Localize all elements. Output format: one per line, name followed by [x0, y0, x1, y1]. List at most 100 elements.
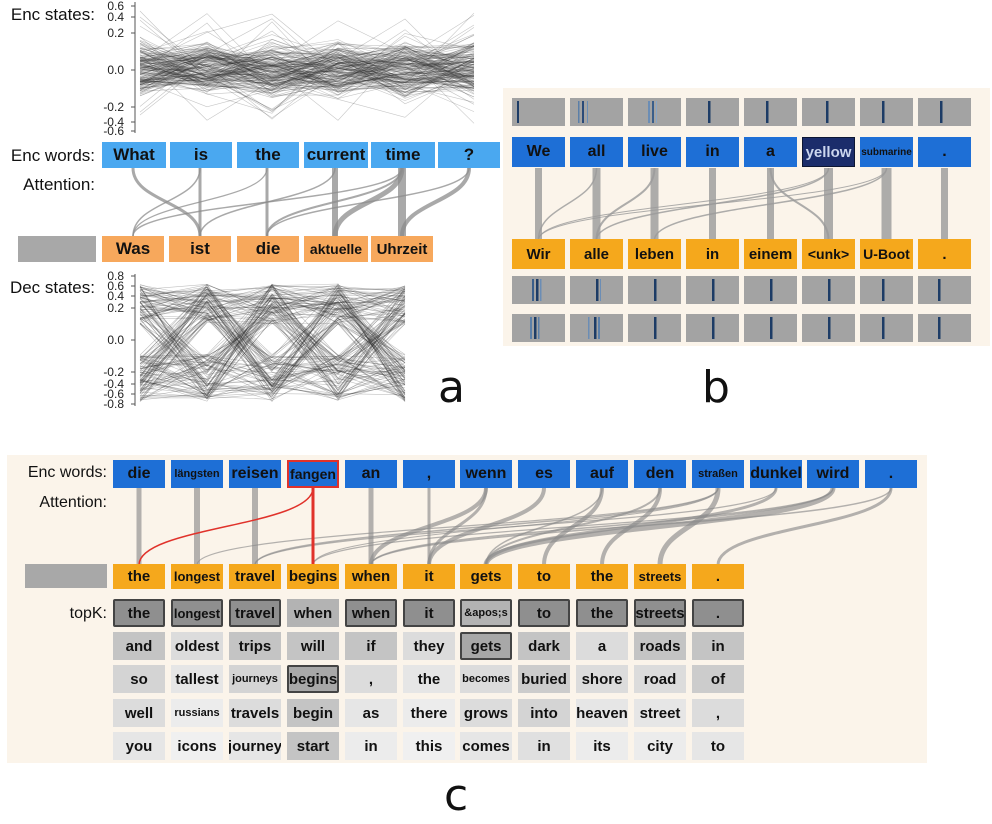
topk-token[interactable]: icons: [171, 732, 223, 760]
enc-word-token[interactable]: ?: [438, 142, 500, 168]
topk-token[interactable]: .: [692, 599, 744, 627]
topk-token[interactable]: in: [692, 632, 744, 660]
enc-word-token[interactable]: in: [686, 137, 739, 167]
enc-word-token[interactable]: auf: [576, 460, 628, 488]
topk-token[interactable]: will: [287, 632, 339, 660]
topk-token[interactable]: ,: [692, 699, 744, 727]
dec-word-token[interactable]: .: [918, 239, 971, 269]
enc-word-token[interactable]: den: [634, 460, 686, 488]
topk-token[interactable]: roads: [634, 632, 686, 660]
topk-token[interactable]: there: [403, 699, 455, 727]
dec-word-token[interactable]: gets: [460, 564, 512, 589]
topk-token[interactable]: start: [287, 732, 339, 760]
topk-token[interactable]: travels: [229, 699, 281, 727]
enc-word-token[interactable]: wenn: [460, 460, 512, 488]
topk-token[interactable]: becomes: [460, 665, 512, 693]
dec-word-token[interactable]: it: [403, 564, 455, 589]
topk-token[interactable]: ,: [345, 665, 397, 693]
dec-word-token[interactable]: travel: [229, 564, 281, 589]
enc-word-token[interactable]: .: [865, 460, 917, 488]
dec-word-token[interactable]: die: [237, 236, 299, 262]
dec-word-token[interactable]: streets: [634, 564, 686, 589]
topk-token[interactable]: journey: [229, 732, 281, 760]
topk-token[interactable]: the: [576, 599, 628, 627]
topk-token[interactable]: oldest: [171, 632, 223, 660]
topk-token[interactable]: into: [518, 699, 570, 727]
topk-token[interactable]: road: [634, 665, 686, 693]
topk-token[interactable]: russians: [171, 699, 223, 727]
dec-word-token[interactable]: the: [576, 564, 628, 589]
topk-token[interactable]: in: [518, 732, 570, 760]
enc-word-token[interactable]: fangen: [287, 460, 339, 488]
dec-word-token[interactable]: alle: [570, 239, 623, 269]
topk-token[interactable]: it: [403, 599, 455, 627]
topk-token[interactable]: grows: [460, 699, 512, 727]
topk-token[interactable]: when: [287, 599, 339, 627]
topk-token[interactable]: a: [576, 632, 628, 660]
topk-token[interactable]: buried: [518, 665, 570, 693]
topk-token[interactable]: journeys: [229, 665, 281, 693]
enc-word-token[interactable]: reisen: [229, 460, 281, 488]
topk-token[interactable]: dark: [518, 632, 570, 660]
dec-word-token[interactable]: U-Boot: [860, 239, 913, 269]
topk-token[interactable]: to: [518, 599, 570, 627]
enc-word-token[interactable]: live: [628, 137, 681, 167]
topk-token[interactable]: comes: [460, 732, 512, 760]
enc-word-token[interactable]: all: [570, 137, 623, 167]
enc-word-token[interactable]: current: [304, 142, 368, 168]
enc-word-token[interactable]: dunkel: [750, 460, 802, 488]
enc-word-token[interactable]: a: [744, 137, 797, 167]
enc-word-token[interactable]: straßen: [692, 460, 744, 488]
topk-token[interactable]: so: [113, 665, 165, 693]
topk-token[interactable]: longest: [171, 599, 223, 627]
enc-word-token[interactable]: längsten: [171, 460, 223, 488]
dec-word-token[interactable]: ist: [169, 236, 231, 262]
topk-token[interactable]: street: [634, 699, 686, 727]
topk-token[interactable]: of: [692, 665, 744, 693]
enc-word-token[interactable]: ,: [403, 460, 455, 488]
dec-word-token[interactable]: to: [518, 564, 570, 589]
topk-token[interactable]: streets: [634, 599, 686, 627]
dec-word-token[interactable]: longest: [171, 564, 223, 589]
topk-token[interactable]: if: [345, 632, 397, 660]
topk-token[interactable]: the: [403, 665, 455, 693]
topk-token[interactable]: shore: [576, 665, 628, 693]
topk-token[interactable]: travel: [229, 599, 281, 627]
enc-word-token[interactable]: es: [518, 460, 570, 488]
topk-token[interactable]: you: [113, 732, 165, 760]
dec-word-token[interactable]: the: [113, 564, 165, 589]
enc-word-token[interactable]: the: [237, 142, 299, 168]
enc-word-token[interactable]: .: [918, 137, 971, 167]
topk-token[interactable]: and: [113, 632, 165, 660]
topk-token[interactable]: gets: [460, 632, 512, 660]
enc-word-token[interactable]: time: [371, 142, 435, 168]
dec-word-token[interactable]: einem: [744, 239, 797, 269]
dec-word-token[interactable]: in: [686, 239, 739, 269]
topk-token[interactable]: well: [113, 699, 165, 727]
dec-word-token[interactable]: <unk>: [802, 239, 855, 269]
enc-word-token[interactable]: We: [512, 137, 565, 167]
dec-word-token[interactable]: Uhrzeit: [371, 236, 433, 262]
topk-token[interactable]: in: [345, 732, 397, 760]
topk-token[interactable]: begins: [287, 665, 339, 693]
dec-word-token[interactable]: begins: [287, 564, 339, 589]
topk-token[interactable]: the: [113, 599, 165, 627]
topk-token[interactable]: heaven: [576, 699, 628, 727]
topk-token[interactable]: trips: [229, 632, 281, 660]
topk-token[interactable]: when: [345, 599, 397, 627]
topk-token[interactable]: they: [403, 632, 455, 660]
dec-word-token[interactable]: .: [692, 564, 744, 589]
dec-word-token[interactable]: Was: [102, 236, 164, 262]
enc-word-token[interactable]: an: [345, 460, 397, 488]
enc-word-token[interactable]: yellow: [802, 137, 855, 167]
dec-word-token[interactable]: leben: [628, 239, 681, 269]
dec-word-token[interactable]: Wir: [512, 239, 565, 269]
enc-word-token[interactable]: wird: [807, 460, 859, 488]
topk-token[interactable]: city: [634, 732, 686, 760]
topk-token[interactable]: this: [403, 732, 455, 760]
enc-word-token[interactable]: is: [170, 142, 232, 168]
topk-token[interactable]: as: [345, 699, 397, 727]
topk-token[interactable]: &apos;s: [460, 599, 512, 627]
topk-token[interactable]: to: [692, 732, 744, 760]
enc-word-token[interactable]: submarine: [860, 137, 913, 167]
